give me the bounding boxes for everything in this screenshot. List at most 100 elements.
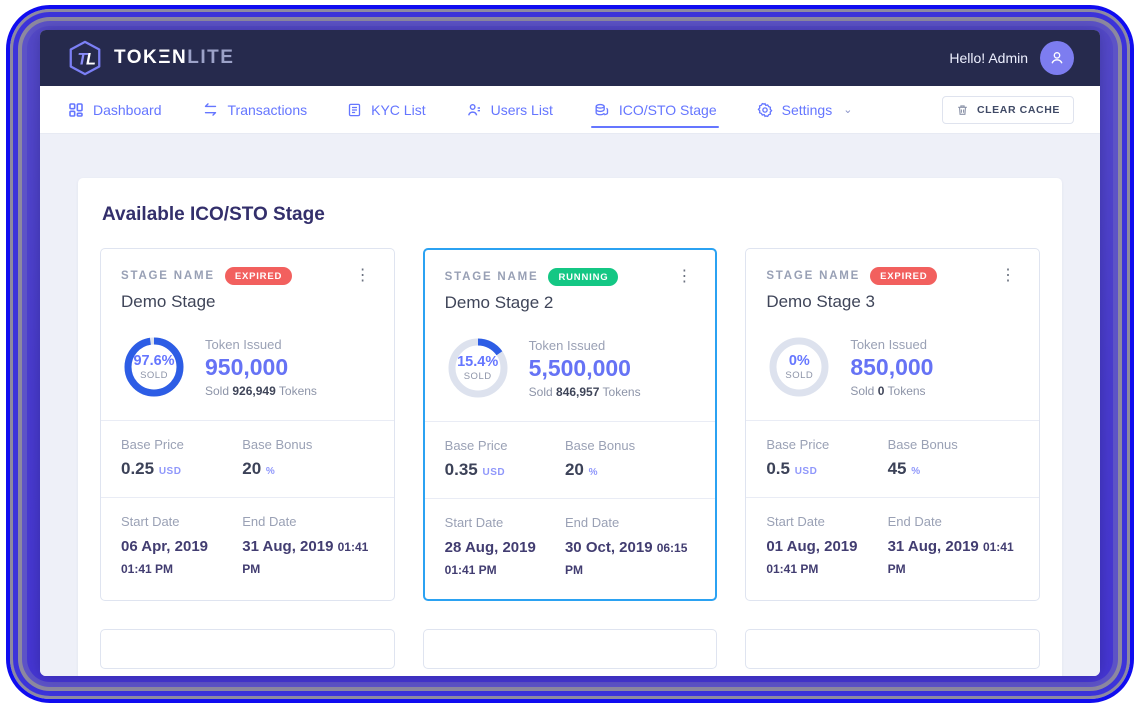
token-issued-label: Token Issued [528, 337, 606, 353]
user-list-icon [467, 103, 480, 116]
start-date-label: Start Date [444, 515, 504, 530]
stage-card[interactable]: STAGE NAME RUNNING ⋮ Demo Stage 2 15.4% … [422, 248, 718, 601]
start-time-value: 01:41 PM [444, 562, 497, 577]
base-price-value: 0.25 USD [121, 459, 182, 478]
currency-unit: USD [794, 466, 818, 477]
user-icon [1051, 52, 1063, 64]
end-date-label: End Date [887, 514, 942, 529]
nav-item-ico-sto-stage[interactable]: ICO/STO Stage [590, 86, 719, 133]
nav-label: Users List [490, 101, 553, 118]
card-header: STAGE NAME EXPIRED ⋮ Demo Stage [101, 249, 394, 326]
nav-item-kyc-list[interactable]: KYC List [345, 86, 427, 133]
token-issued-section: 97.6% SOLD Token Issued 950,000 Sold 926… [101, 326, 394, 420]
sold-tokens-line: Sold 926,949 Tokens [205, 383, 317, 398]
nav-label: KYC List [371, 101, 426, 118]
stage-card[interactable]: STAGE NAME EXPIRED ⋮ Demo Stage 97.6% SO… [100, 248, 395, 601]
base-bonus-label: Base Bonus [887, 437, 958, 452]
end-date-label: End Date [242, 514, 297, 529]
list-document-icon [348, 103, 361, 116]
kebab-menu-icon[interactable]: ⋮ [676, 268, 693, 285]
price-bonus-section: Base Price 0.5 USD Base Bonus 45 % [746, 420, 1039, 497]
sold-caption: SOLD [463, 371, 492, 382]
nav-item-dashboard[interactable]: Dashboard [66, 86, 164, 133]
trash-icon [958, 104, 967, 115]
card-header: STAGE NAME RUNNING ⋮ Demo Stage 2 [425, 250, 716, 327]
start-time-value: 01:41 PM [766, 561, 819, 576]
hexagon-tl-logo-icon: T L [69, 40, 101, 76]
nav-item-users-list[interactable]: Users List [464, 86, 555, 133]
greeting-text: Hello! Admin [949, 50, 1028, 66]
stage-card-partial[interactable] [745, 628, 1040, 669]
nav-item-settings[interactable]: Settings ⌄ [755, 86, 855, 133]
price-bonus-section: Base Price 0.25 USD Base Bonus 20 % [101, 420, 394, 497]
dates-section: Start Date 01 Aug, 2019 01:41 PM End Dat… [746, 497, 1039, 598]
exchange-arrows-icon [204, 103, 216, 116]
sold-tokens-value: 846,957 [556, 384, 600, 399]
brand-name: TOKΞNLITE [114, 47, 235, 68]
sold-percent: 0% [788, 353, 810, 369]
token-issued-block: Token Issued 850,000 Sold 0 Tokens [850, 337, 933, 398]
stage-name-label: STAGE NAME [121, 270, 215, 282]
base-bonus-label: Base Bonus [564, 438, 636, 453]
clear-cache-button[interactable]: CLEAR CACHE [941, 95, 1074, 124]
sold-tokens-line: Sold 846,957 Tokens [528, 384, 641, 399]
end-date-block: End Date 31 Aug, 2019 01:41 PM [242, 514, 373, 580]
price-bonus-section: Base Price 0.35 USD Base Bonus 20 % [424, 421, 716, 498]
sold-donut-chart: 0% SOLD [766, 334, 832, 400]
end-date-block: End Date 30 Oct, 2019 06:15 PM [565, 515, 695, 581]
gear-icon [757, 102, 773, 117]
stage-card[interactable]: STAGE NAME EXPIRED ⋮ Demo Stage 3 0% SOL… [745, 248, 1040, 601]
token-issued-value: 5,500,000 [528, 354, 631, 381]
end-time-value: 01:41 PM [887, 540, 1014, 576]
status-badge: EXPIRED [224, 267, 293, 285]
base-bonus-block: Base Bonus 45 % [888, 437, 1019, 479]
token-issued-label: Token Issued [850, 336, 927, 352]
status-badge: RUNNING [548, 268, 619, 286]
clear-cache-label: CLEAR CACHE [976, 103, 1060, 116]
currency-unit: USD [158, 466, 182, 477]
start-date-value: 28 Aug, 2019 01:41 PM [444, 539, 536, 577]
kebab-menu-icon[interactable]: ⋮ [999, 267, 1016, 284]
stage-name: Demo Stage [121, 292, 216, 311]
next-row-stubs [100, 628, 1040, 669]
start-date-block: Start Date 01 Aug, 2019 01:41 PM [766, 514, 887, 580]
kebab-menu-icon[interactable]: ⋮ [354, 267, 371, 284]
end-date-value: 31 Aug, 2019 01:41 PM [242, 538, 369, 576]
sold-percent: 15.4% [457, 354, 499, 370]
brand-logo: T L TOKΞNLITE [66, 39, 234, 77]
topbar: T L TOKΞNLITE Hello! Admin [40, 30, 1100, 86]
base-bonus-label: Base Bonus [242, 437, 313, 452]
start-date-value: 01 Aug, 2019 01:41 PM [766, 538, 858, 576]
base-price-label: Base Price [121, 437, 184, 452]
sold-tokens-line: Sold 0 Tokens [850, 383, 926, 398]
stage-card-partial[interactable] [422, 628, 718, 669]
stage-card-partial[interactable] [100, 628, 395, 669]
token-issued-value: 950,000 [205, 353, 289, 380]
token-issued-section: 0% SOLD Token Issued 850,000 Sold 0 Toke… [746, 326, 1039, 420]
base-price-value: 0.5 USD [766, 459, 818, 478]
start-date-label: Start Date [121, 514, 180, 529]
nav-item-transactions[interactable]: Transactions [200, 86, 310, 133]
base-bonus-value: 20 % [242, 459, 276, 478]
sold-donut-chart: 97.6% SOLD [121, 334, 187, 400]
sold-caption: SOLD [785, 370, 814, 381]
nav-label: Dashboard [93, 101, 162, 118]
end-time-value: 01:41 PM [242, 540, 369, 576]
user-avatar[interactable] [1040, 41, 1074, 75]
end-date-value: 31 Aug, 2019 01:41 PM [887, 538, 1014, 576]
coins-icon [595, 103, 608, 115]
token-issued-block: Token Issued 950,000 Sold 926,949 Tokens [205, 337, 317, 398]
stage-name: Demo Stage 3 [766, 292, 876, 311]
percent-unit: % [265, 466, 276, 477]
stage-name: Demo Stage 2 [444, 293, 554, 312]
page-title: Available ICO/STO Stage [102, 204, 325, 225]
base-bonus-value: 45 % [887, 459, 921, 478]
base-bonus-value: 20 % [564, 460, 599, 479]
chevron-down-icon: ⌄ [843, 104, 853, 116]
token-issued-block: Token Issued 5,500,000 Sold 846,957 Toke… [529, 338, 641, 399]
base-price-value: 0.35 USD [444, 460, 506, 479]
nav-label: Transactions [227, 101, 308, 118]
sold-donut-chart: 15.4% SOLD [445, 335, 511, 401]
start-time-value: 01:41 PM [121, 561, 174, 576]
dates-section: Start Date 28 Aug, 2019 01:41 PM End Dat… [424, 498, 716, 599]
